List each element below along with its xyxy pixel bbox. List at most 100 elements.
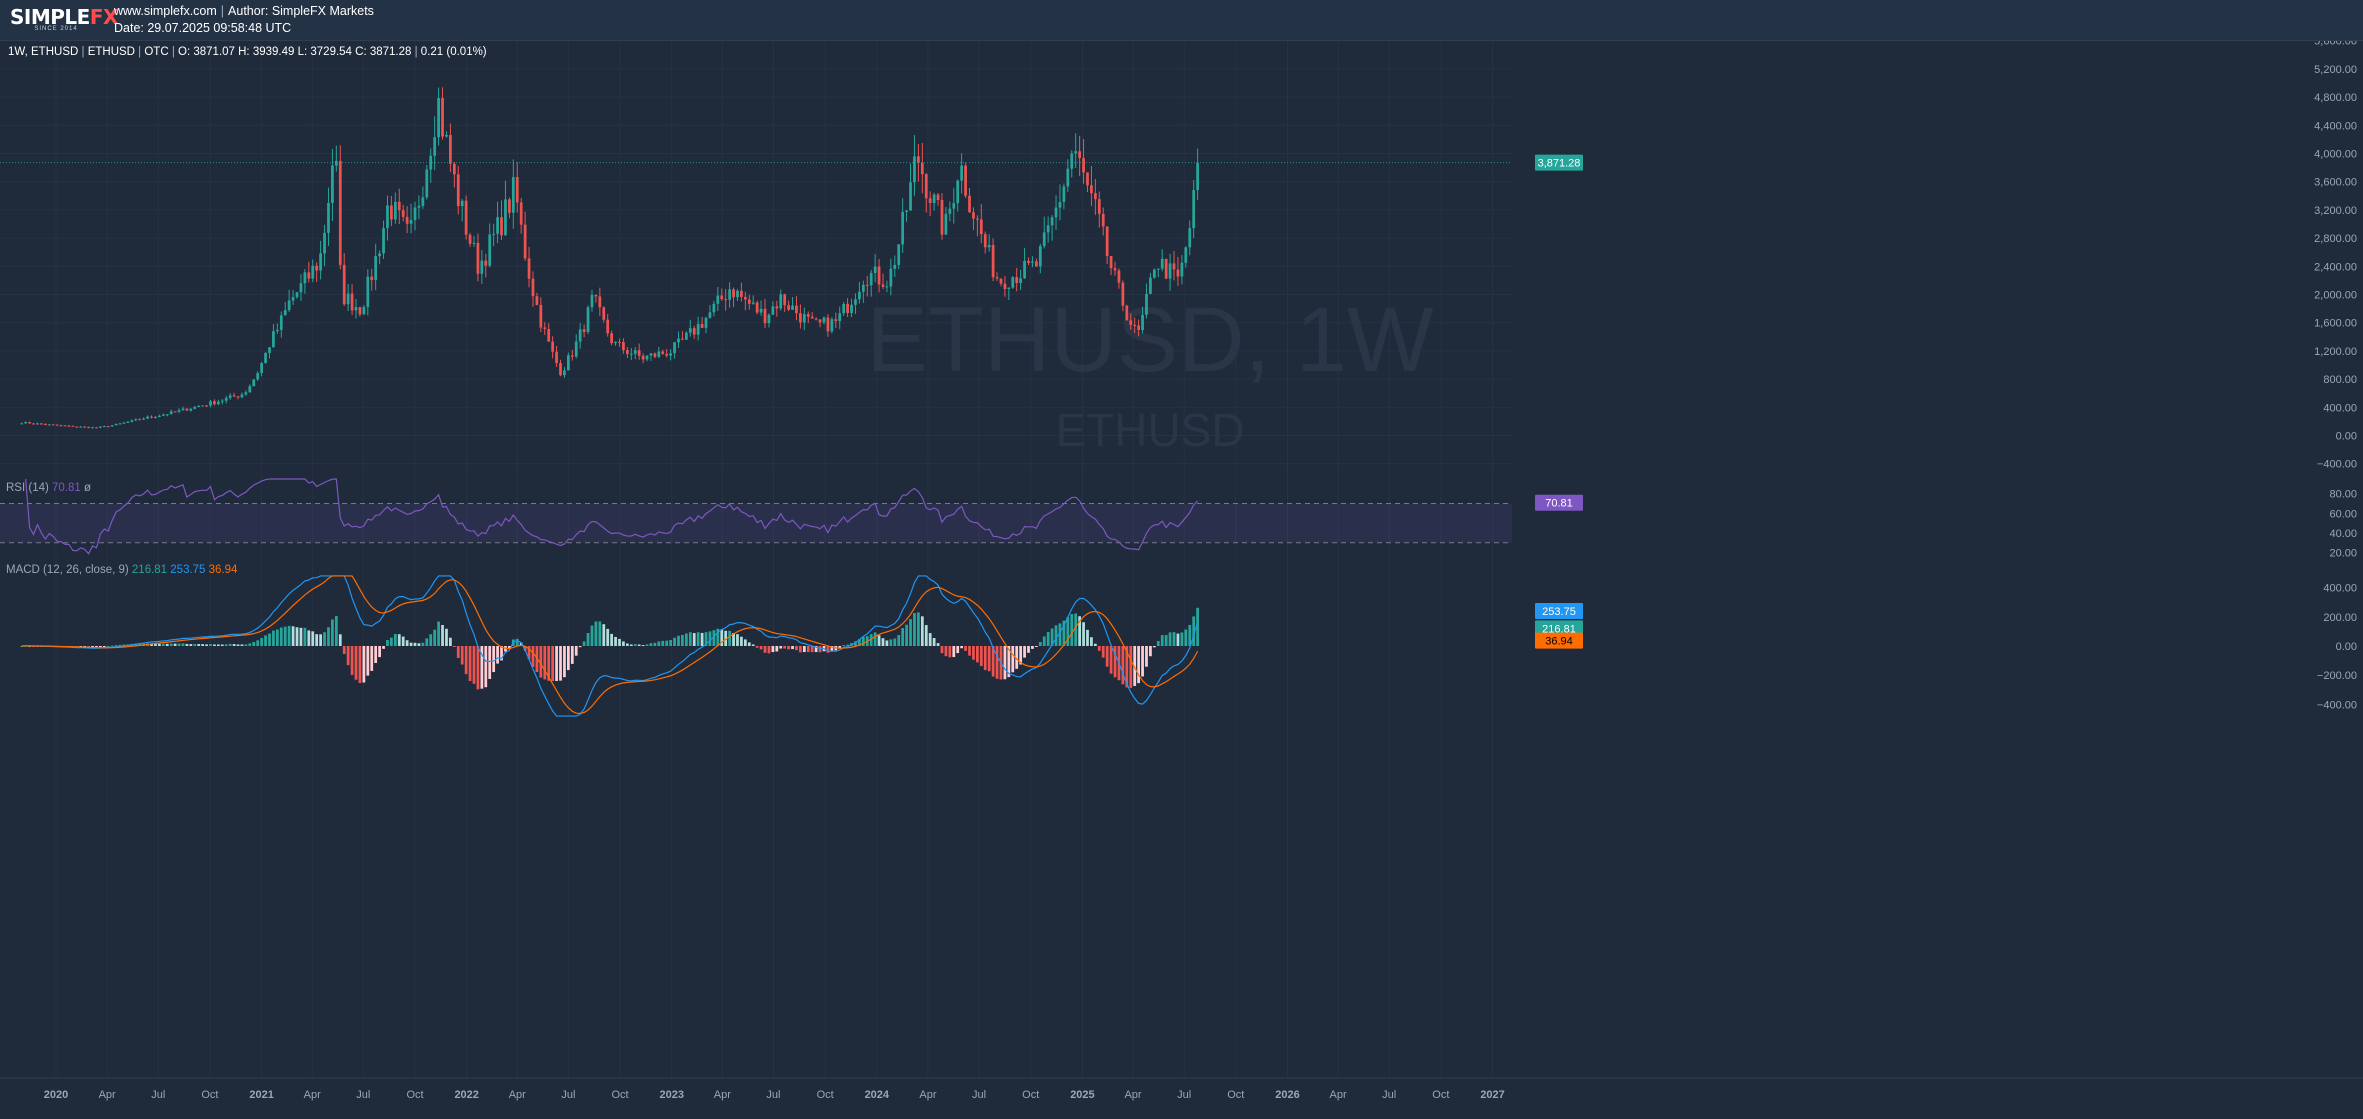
macd-histogram-bar (1086, 629, 1089, 646)
candle-down (390, 205, 393, 220)
macd-histogram-bar (496, 646, 499, 664)
macd-histogram-bar (1058, 623, 1062, 646)
candle-down (106, 426, 110, 428)
macd-histogram-bar (177, 643, 181, 646)
candle-up (590, 294, 594, 308)
macd-histogram-bar (751, 644, 755, 646)
candle-down (724, 299, 728, 301)
candle-down (464, 200, 468, 235)
candle-up (901, 211, 905, 245)
price-tick-label: −400.00 (2317, 459, 2357, 471)
macd-histogram-bar (700, 632, 704, 646)
candle-up (1192, 190, 1196, 229)
candle-down (43, 424, 47, 426)
macd-histogram-bar (1121, 646, 1125, 685)
candle-up (1050, 217, 1054, 226)
candle-down (814, 318, 818, 320)
macd-histogram-bar (987, 646, 991, 672)
candle-down (928, 198, 932, 203)
price-tick-label: 2,400.00 (2314, 261, 2357, 273)
candle-up (275, 329, 279, 332)
macd-histogram-bar (1078, 616, 1082, 646)
macd-histogram-bar (740, 636, 743, 646)
macd-histogram-bar (736, 634, 739, 646)
chart-canvas[interactable]: ETHUSD, 1W ETHUSD 951.74 (24.63%) 95,174… (0, 41, 2363, 1119)
macd-histogram-bar (602, 624, 606, 646)
macd-histogram-bar (102, 646, 106, 647)
candle-up (504, 199, 507, 236)
candle-up (374, 256, 378, 281)
macd-histogram-bar (354, 646, 358, 680)
macd-histogram-bar (952, 646, 956, 658)
macd-tick-label: −200.00 (2317, 670, 2357, 682)
simplefx-logo[interactable]: SIMPLEFX SINCE 2014 (10, 6, 118, 34)
candle-down (1113, 268, 1117, 271)
candle-down (515, 177, 519, 203)
time-tick-label: 2020 (44, 1089, 68, 1101)
candle-up (677, 338, 680, 343)
candle-down (598, 296, 602, 308)
macd-histogram-bar (732, 633, 735, 646)
macd-histogram-bar (688, 632, 692, 646)
macd-histogram-bar (787, 646, 790, 650)
macd-histogram-bar (551, 646, 555, 682)
macd-histogram-bar (854, 641, 857, 646)
time-tick-label: 2026 (1275, 1089, 1299, 1101)
time-tick-label: Jul (561, 1089, 575, 1101)
macd-histogram-bar (846, 644, 849, 646)
site-link[interactable]: www.simplefx.com (114, 4, 217, 18)
macd-histogram-bar (1003, 646, 1007, 680)
chart-header: SIMPLEFX SINCE 2014 www.simplefx.com | Aut… (0, 0, 2363, 41)
candle-up (181, 408, 185, 411)
price-tick-label: 3,200.00 (2314, 205, 2357, 217)
macd-histogram-bar (1188, 624, 1192, 646)
candle-up (830, 319, 834, 332)
candle-up (696, 324, 700, 335)
macd-histogram-bar (771, 646, 775, 653)
macd-histogram-bar (995, 646, 999, 679)
candle-down (531, 278, 535, 297)
candle-up (893, 264, 897, 269)
price-tick-label: 1,600.00 (2314, 318, 2357, 330)
candle-down (1164, 258, 1168, 279)
macd-histogram-bar (610, 633, 614, 646)
macd-histogram-bar (492, 646, 496, 673)
candle-up (1038, 246, 1042, 267)
macd-histogram-bar (889, 639, 893, 646)
rsi-tick-label: 80.00 (2329, 489, 2357, 501)
macd-histogram-bar (150, 643, 153, 646)
price-tick-label: 4,400.00 (2314, 120, 2357, 132)
macd-histogram-bar (228, 643, 232, 646)
candle-up (1019, 278, 1023, 283)
time-tick-label: Jul (972, 1089, 986, 1101)
candle-up (858, 291, 861, 300)
candle-up (47, 424, 51, 426)
candle-up (563, 370, 566, 376)
price-tick-label: 4,800.00 (2314, 92, 2357, 104)
candle-down (917, 156, 920, 163)
candle-up (311, 265, 315, 279)
macd-histogram-bar (1050, 628, 1054, 646)
candle-up (413, 207, 417, 220)
candle-down (59, 425, 63, 427)
macd-histogram-bar (307, 630, 311, 646)
candle-up (751, 302, 755, 304)
candle-down (401, 210, 405, 217)
candle-up (905, 210, 908, 212)
macd-histogram-bar (366, 646, 370, 676)
candle-down (1101, 213, 1105, 227)
candle-up (161, 414, 165, 416)
candle-up (244, 392, 248, 395)
candle-up (649, 353, 653, 356)
candle-up (1011, 277, 1015, 288)
candle-down (63, 425, 67, 427)
macd-histogram-bar (1129, 646, 1133, 688)
candle-up (496, 217, 499, 234)
macd-histogram-bar (944, 646, 948, 657)
candle-down (138, 419, 142, 421)
time-axis: 2020 Apr Jul Oct 2021 Apr Jul Oct 2022 Apr Jul Oct 2… (0, 1077, 2363, 1119)
macd-histogram-bar (476, 646, 480, 690)
macd-histogram-bar (909, 619, 912, 646)
macd-histogram-bar (779, 646, 783, 649)
candle-up (889, 268, 893, 287)
